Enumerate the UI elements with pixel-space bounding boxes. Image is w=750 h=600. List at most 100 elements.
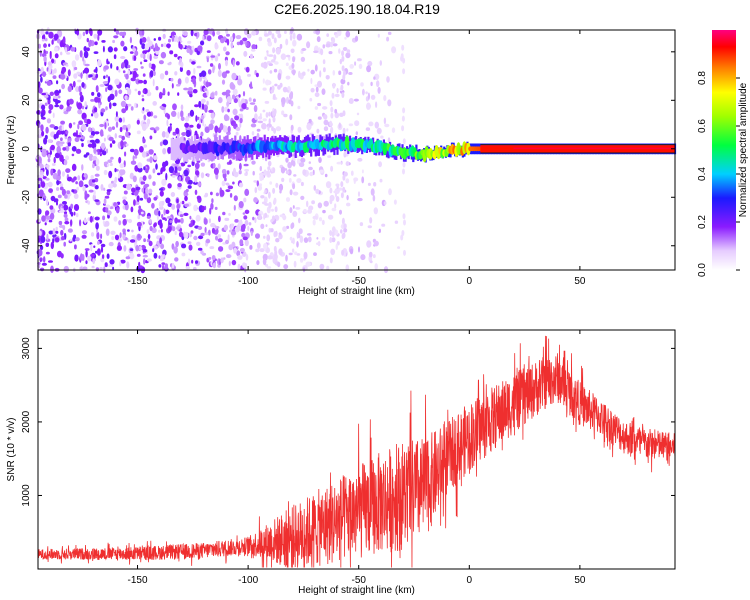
noise-speckle <box>122 117 125 123</box>
noise-speckle <box>319 263 325 270</box>
noise-speckle <box>192 77 196 85</box>
noise-speckle <box>261 122 267 130</box>
noise-speckle <box>60 229 64 236</box>
ridge-halo <box>322 140 325 156</box>
noise-speckle <box>210 191 213 196</box>
noise-speckle <box>267 255 273 260</box>
noise-speckle <box>65 130 69 135</box>
noise-speckle <box>134 50 139 57</box>
noise-speckle <box>86 47 90 52</box>
noise-speckle <box>74 137 80 143</box>
noise-speckle <box>67 69 71 77</box>
noise-speckle <box>163 42 167 48</box>
noise-speckle <box>173 53 178 58</box>
noise-speckle <box>184 122 190 128</box>
noise-speckle <box>59 186 64 191</box>
noise-speckle <box>228 244 233 251</box>
noise-speckle <box>181 243 187 249</box>
noise-speckle <box>38 230 42 236</box>
noise-speckle <box>311 200 315 205</box>
noise-speckle <box>56 187 60 191</box>
noise-speckle <box>394 220 399 224</box>
noise-speckle <box>388 188 392 196</box>
noise-speckle <box>239 239 244 246</box>
noise-speckle <box>127 64 131 69</box>
noise-speckle <box>317 102 322 107</box>
spectrogram-panel: -150 -100 -50 0 50 -40 -20 0 20 40 Height of str… <box>6 27 677 297</box>
noise-speckle <box>88 189 94 193</box>
noise-speckle <box>331 207 337 212</box>
noise-speckle <box>200 232 205 237</box>
noise-speckle <box>192 220 195 226</box>
noise-speckle <box>87 139 91 144</box>
ridge-band-edge <box>480 144 675 146</box>
noise-speckle <box>121 62 126 69</box>
noise-speckle <box>153 70 156 76</box>
noise-speckle <box>197 247 203 251</box>
noise-speckle <box>143 192 148 200</box>
noise-speckle <box>367 225 372 229</box>
noise-speckle <box>196 241 201 246</box>
noise-speckle <box>120 140 124 148</box>
noise-speckle <box>332 43 338 47</box>
noise-speckle <box>187 90 193 96</box>
noise-speckle <box>290 223 294 230</box>
noise-speckle <box>119 163 125 169</box>
noise-speckle <box>70 47 76 52</box>
noise-speckle <box>38 174 44 179</box>
noise-speckle <box>41 130 45 137</box>
noise-speckle <box>295 207 301 210</box>
noise-speckle <box>84 248 90 251</box>
ridge-halo <box>178 137 181 160</box>
noise-speckle <box>114 78 120 86</box>
noise-speckle <box>122 234 126 240</box>
noise-speckle <box>84 101 87 108</box>
noise-speckle <box>403 219 406 226</box>
noise-speckle <box>235 61 240 66</box>
noise-speckle <box>177 92 180 96</box>
noise-speckle <box>203 29 209 36</box>
noise-speckle <box>268 63 273 66</box>
noise-speckle <box>139 197 144 201</box>
noise-speckle <box>62 225 66 231</box>
noise-speckle <box>83 117 88 124</box>
noise-speckle <box>328 51 333 55</box>
noise-speckle <box>101 40 106 43</box>
noise-speckle <box>45 177 50 181</box>
noise-speckle <box>322 237 325 241</box>
noise-speckle <box>285 170 290 175</box>
noise-speckle <box>245 107 249 110</box>
noise-speckle <box>199 72 203 77</box>
noise-speckle <box>227 185 234 190</box>
noise-speckle <box>87 211 91 214</box>
noise-speckle <box>169 125 172 132</box>
noise-speckle <box>136 201 140 205</box>
noise-speckle <box>319 70 322 78</box>
colorbar-tick-label: 0.6 <box>697 119 708 133</box>
noise-speckle <box>52 95 59 100</box>
noise-speckle <box>323 114 328 120</box>
noise-speckle <box>83 46 87 52</box>
noise-speckle <box>50 168 54 176</box>
noise-speckle <box>285 197 291 202</box>
noise-speckle <box>180 110 184 118</box>
noise-speckle <box>43 55 47 63</box>
noise-speckle <box>42 71 47 77</box>
noise-speckle <box>161 200 165 206</box>
noise-speckle <box>384 123 390 128</box>
noise-speckle <box>340 192 344 199</box>
noise-speckle <box>322 44 326 49</box>
noise-speckle <box>329 198 333 205</box>
noise-speckle <box>291 62 295 69</box>
noise-speckle <box>377 86 381 94</box>
noise-speckle <box>191 61 196 65</box>
noise-speckle <box>147 233 151 240</box>
noise-speckle <box>401 115 405 122</box>
noise-speckle <box>78 120 83 125</box>
noise-speckle <box>239 247 245 253</box>
noise-speckle <box>356 112 360 116</box>
noise-speckle <box>94 173 100 177</box>
noise-speckle <box>99 84 105 87</box>
noise-speckle <box>140 181 144 185</box>
noise-speckle <box>89 29 93 37</box>
